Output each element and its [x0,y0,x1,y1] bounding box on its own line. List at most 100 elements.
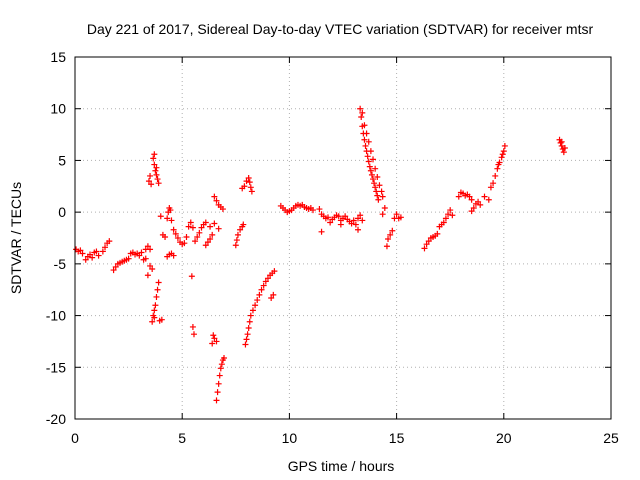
data-point [260,282,267,289]
data-point [350,217,357,224]
data-point [374,192,381,199]
data-point [215,225,222,232]
data-point [558,138,565,145]
data-point [357,105,364,112]
data-point [256,291,263,298]
y-tick-label: -20 [46,411,66,427]
data-point [485,196,492,203]
data-point [145,178,152,185]
data-point [82,256,89,263]
data-point [209,340,216,347]
data-point [381,205,388,212]
data-point [247,184,254,191]
data-point [383,243,390,250]
data-point [378,188,385,195]
data-point [154,286,161,293]
data-point [112,263,119,270]
data-point [264,275,271,282]
data-point [187,219,194,226]
data-point [490,180,497,187]
data-point [170,252,177,259]
grid-lines [75,57,611,419]
data-point [309,207,316,214]
data-point [262,278,269,285]
data-point [249,307,256,314]
data-point [355,226,362,233]
data-point [477,201,484,208]
x-axis-label: GPS time / hours [288,458,395,474]
x-tick-label: 20 [496,430,512,446]
data-point [162,233,169,240]
data-point [211,220,218,227]
data-point [357,212,364,219]
data-point [447,207,454,214]
data-point [151,314,158,321]
data-point [361,122,368,129]
data-point [215,380,222,387]
data-point [243,178,250,185]
data-point [189,323,196,330]
data-point [270,291,277,298]
data-point [214,389,221,396]
data-point [335,213,342,220]
data-point [355,215,362,222]
data-point [393,211,400,218]
data-point [198,224,205,231]
data-point [449,212,456,219]
data-point [190,331,197,338]
data-point [560,149,567,156]
y-tick-label: 5 [58,152,66,168]
data-point [153,164,160,171]
data-point [365,138,372,145]
data-point [442,215,449,222]
data-point [151,151,158,158]
data-point [218,361,225,368]
data-point [316,206,323,213]
data-point [153,293,160,300]
y-tick-label: -5 [54,256,67,272]
data-point [495,161,502,168]
data-point [243,336,250,343]
y-tick-label: 15 [50,49,66,65]
data-point [125,255,132,262]
data-point [372,165,379,172]
data-point [475,198,482,205]
y-tick-label: -15 [46,359,66,375]
data-point [445,211,452,218]
data-point [89,254,96,261]
data-point [368,171,375,178]
data-point [147,246,154,253]
data-point [210,332,217,339]
data-point [189,224,196,231]
data-point [499,151,506,158]
data-point [481,193,488,200]
data-point [144,243,151,250]
data-point [245,324,252,331]
data-point [151,307,158,314]
data-point [194,233,201,240]
data-point [425,238,432,245]
data-point [466,193,473,200]
data-point [232,242,239,249]
data-point [204,239,211,246]
data-point [500,148,507,155]
data-point [168,217,175,224]
data-point [237,226,244,233]
data-point [271,268,278,275]
data-point [185,223,192,230]
data-point [366,163,373,170]
data-point [244,331,251,338]
y-tick-label: 0 [58,204,66,220]
data-point [181,240,188,247]
data-point [136,252,143,259]
data-point [221,354,228,361]
data-point [155,279,162,286]
data-point [167,207,174,214]
data-point [138,249,145,256]
data-point [440,219,447,226]
data-point [149,266,156,273]
data-point [372,184,379,191]
data-point [152,167,159,174]
data-point [234,231,241,238]
